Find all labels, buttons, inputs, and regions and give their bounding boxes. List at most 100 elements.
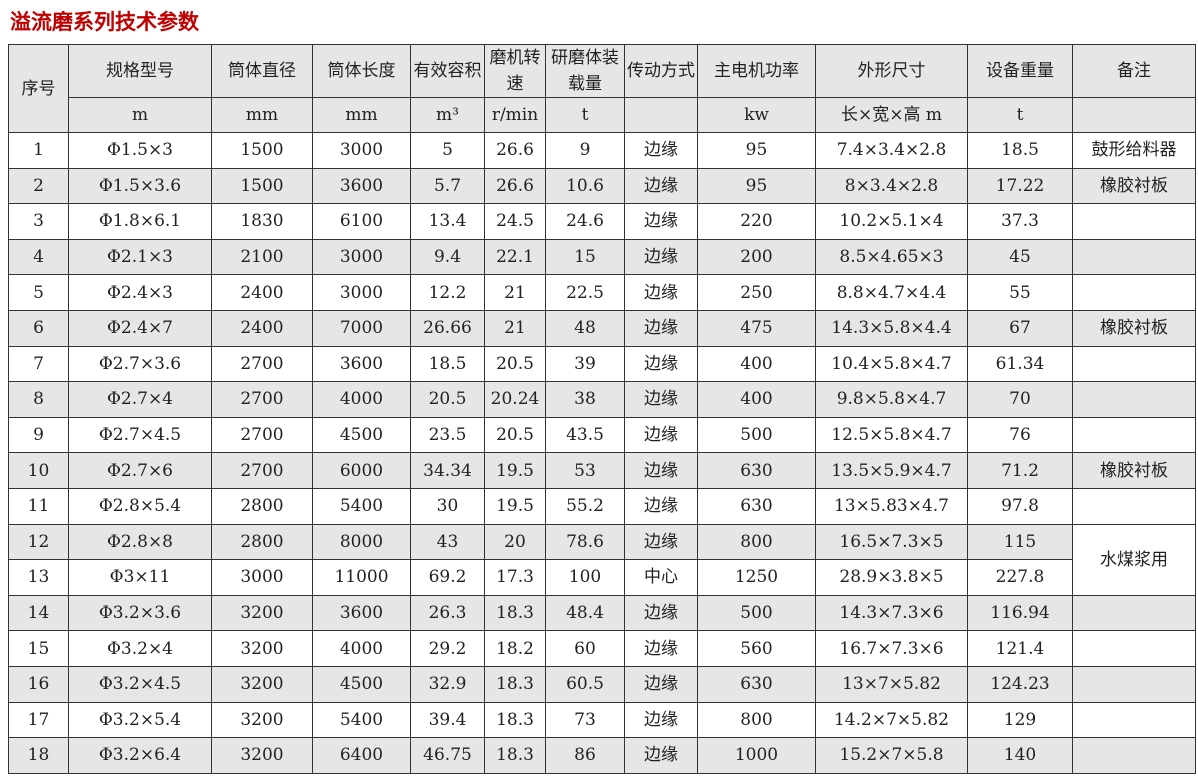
cell-media-load: 22.5 — [545, 274, 625, 311]
cell-speed: 18.2 — [484, 630, 546, 667]
unit-speed: r/min — [484, 97, 546, 133]
cell-length: 6400 — [312, 737, 411, 774]
cell-drive: 边缘 — [624, 487, 698, 525]
cell-dimensions: 28.9×3.8×5 — [815, 559, 968, 596]
unit-dimensions: 长×宽×高 m — [815, 97, 968, 133]
cell-volume: 18.5 — [410, 345, 485, 383]
cell-length: 3600 — [312, 167, 411, 205]
cell-model: Φ2.4×7 — [68, 309, 212, 347]
cell-remarks — [1072, 203, 1196, 240]
cell-media-load: 60.5 — [545, 665, 625, 703]
cell-weight: 71.2 — [967, 452, 1073, 489]
cell-dimensions: 13.5×5.9×4.7 — [815, 452, 968, 489]
table-row: 7 Φ2.7×3.6 2700 3600 18.5 20.5 39 边缘 400 10.4×5.8… — [8, 345, 1196, 383]
table-row: 18 Φ3.2×6.4 3200 6400 46.75 18.3 86 边缘 1000 15.2×… — [8, 737, 1196, 774]
cell-remarks — [1072, 665, 1196, 703]
cell-drive: 边缘 — [624, 594, 698, 632]
cell-drive: 边缘 — [624, 381, 698, 418]
cell-remarks — [1072, 416, 1196, 454]
cell-dimensions: 8.5×4.65×3 — [815, 238, 968, 276]
cell-power: 95 — [697, 132, 816, 169]
cell-diameter: 1830 — [211, 203, 313, 240]
unit-media-load: t — [545, 97, 625, 133]
cell-volume: 39.4 — [410, 701, 485, 739]
cell-weight: 67 — [967, 309, 1073, 347]
cell-dimensions: 10.2×5.1×4 — [815, 203, 968, 240]
cell-model: Φ2.7×4 — [68, 381, 212, 418]
unit-diameter: mm — [211, 97, 313, 133]
cell-volume: 26.66 — [410, 309, 485, 347]
cell-speed: 24.5 — [484, 203, 546, 240]
cell-media-load: 78.6 — [545, 523, 625, 561]
header-media-load: 研磨体装载量 — [545, 44, 625, 98]
cell-remarks — [1072, 701, 1196, 739]
cell-volume: 30 — [410, 487, 485, 525]
cell-model: Φ2.8×8 — [68, 523, 212, 561]
cell-power: 200 — [697, 238, 816, 276]
cell-drive: 边缘 — [624, 167, 698, 205]
cell-dimensions: 13×7×5.82 — [815, 665, 968, 703]
cell-length: 5400 — [312, 701, 411, 739]
cell-length: 5400 — [312, 487, 411, 525]
cell-power: 500 — [697, 416, 816, 454]
cell-weight: 116.94 — [967, 594, 1073, 632]
cell-model: Φ3×11 — [68, 559, 212, 596]
unit-volume: m³ — [410, 97, 485, 133]
cell-index: 5 — [8, 274, 69, 311]
cell-drive: 边缘 — [624, 737, 698, 774]
cell-media-load: 48 — [545, 309, 625, 347]
cell-index: 17 — [8, 701, 69, 739]
header-length: 筒体长度 — [312, 44, 411, 98]
cell-power: 800 — [697, 523, 816, 561]
cell-weight: 140 — [967, 737, 1073, 774]
cell-length: 4500 — [312, 416, 411, 454]
cell-weight: 61.34 — [967, 345, 1073, 383]
cell-speed: 20.24 — [484, 381, 546, 418]
cell-power: 500 — [697, 594, 816, 632]
cell-volume: 69.2 — [410, 559, 485, 596]
cell-index: 6 — [8, 309, 69, 347]
cell-model: Φ1.5×3.6 — [68, 167, 212, 205]
cell-index: 7 — [8, 345, 69, 383]
cell-media-load: 39 — [545, 345, 625, 383]
cell-length: 3600 — [312, 345, 411, 383]
unit-power: kw — [697, 97, 816, 133]
cell-remarks — [1072, 381, 1196, 418]
header-index: 序号 — [8, 44, 69, 133]
cell-dimensions: 12.5×5.8×4.7 — [815, 416, 968, 454]
cell-model: Φ2.1×3 — [68, 238, 212, 276]
cell-dimensions: 16.5×7.3×5 — [815, 523, 968, 561]
cell-weight: 227.8 — [967, 559, 1073, 596]
cell-speed: 20.5 — [484, 416, 546, 454]
cell-drive: 边缘 — [624, 132, 698, 169]
cell-remarks — [1072, 487, 1196, 525]
cell-model: Φ3.2×4.5 — [68, 665, 212, 703]
cell-volume: 29.2 — [410, 630, 485, 667]
cell-volume: 5.7 — [410, 167, 485, 205]
cell-media-load: 24.6 — [545, 203, 625, 240]
cell-length: 8000 — [312, 523, 411, 561]
cell-volume: 46.75 — [410, 737, 485, 774]
header-drive: 传动方式 — [624, 44, 698, 98]
cell-media-load: 48.4 — [545, 594, 625, 632]
cell-drive: 边缘 — [624, 274, 698, 311]
cell-weight: 124.23 — [967, 665, 1073, 703]
cell-media-load: 15 — [545, 238, 625, 276]
cell-drive: 边缘 — [624, 416, 698, 454]
cell-volume: 5 — [410, 132, 485, 169]
cell-diameter: 2800 — [211, 487, 313, 525]
cell-model: Φ3.2×3.6 — [68, 594, 212, 632]
cell-weight: 18.5 — [967, 132, 1073, 169]
cell-speed: 18.3 — [484, 701, 546, 739]
cell-diameter: 2100 — [211, 238, 313, 276]
cell-media-load: 60 — [545, 630, 625, 667]
cell-length: 7000 — [312, 309, 411, 347]
header-diameter: 筒体直径 — [211, 44, 313, 98]
cell-model: Φ2.7×4.5 — [68, 416, 212, 454]
cell-volume: 12.2 — [410, 274, 485, 311]
cell-media-load: 10.6 — [545, 167, 625, 205]
header-dimensions: 外形尺寸 — [815, 44, 968, 98]
cell-index: 8 — [8, 381, 69, 418]
table-row: 6 Φ2.4×7 2400 7000 26.66 21 48 边缘 475 14.3×5.8×4.… — [8, 309, 1196, 347]
cell-dimensions: 8.8×4.7×4.4 — [815, 274, 968, 311]
